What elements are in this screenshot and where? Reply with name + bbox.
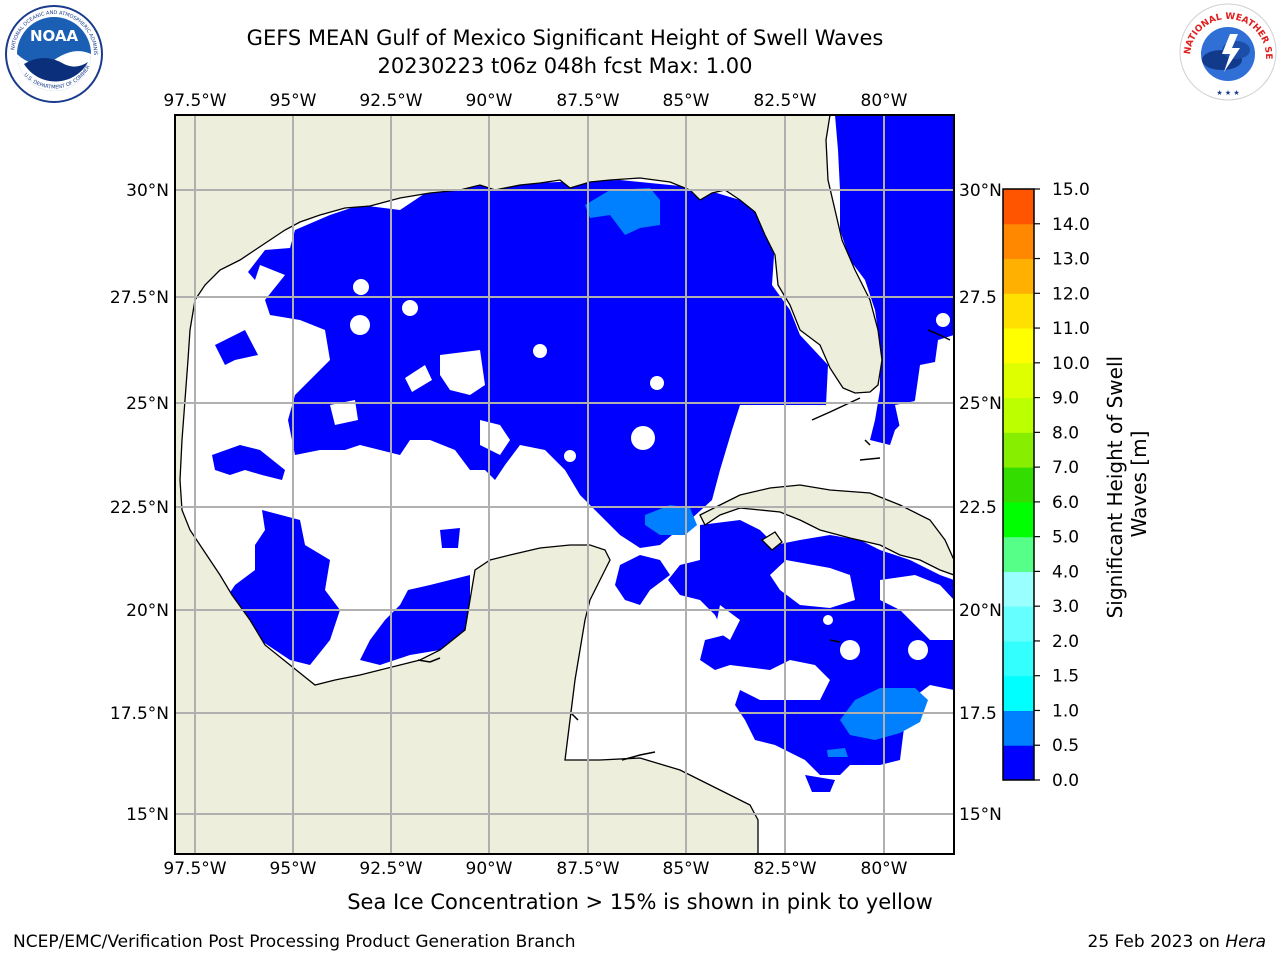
lat-ticks-left: 30°N 27.5°N 25°N 22.5°N 20°N 17.5°N 15°N <box>110 181 169 825</box>
colorbar-tick-label: 1.5 <box>1052 667 1079 687</box>
chart-title: GEFS MEAN Gulf of Mexico Significant Hei… <box>246 26 884 50</box>
colorbar-block <box>1003 258 1034 294</box>
sea-ice-caption: Sea Ice Concentration > 15% is shown in … <box>347 890 933 914</box>
colorbar-frame <box>1002 188 1035 781</box>
lat-tick: 30°N <box>959 181 1002 201</box>
swell-none-patches <box>330 279 954 660</box>
colorbar-block <box>1003 501 1034 538</box>
colorbar-tick-label: 6.0 <box>1052 493 1079 513</box>
lat-tick: 15°N <box>959 805 1002 825</box>
colorbar-tick-label: 0.0 <box>1052 771 1079 791</box>
lon-tick: 95°W <box>270 91 317 111</box>
lon-tick: 90°W <box>466 91 513 111</box>
lat-tick: 15°N <box>126 805 169 825</box>
colorbar-tick-label: 2.0 <box>1052 632 1079 652</box>
colorbar-tick-label: 15.0 <box>1052 180 1090 200</box>
lat-tick: 17.5 <box>959 704 997 724</box>
chart-subtitle: 20230223 t06z 048h fcst Max: 1.00 <box>377 54 753 78</box>
lon-tick: 85°W <box>663 91 710 111</box>
footer-date-text: 25 Feb 2023 on <box>1087 932 1226 952</box>
lat-tick: 20°N <box>126 601 169 621</box>
colorbar-tick-label: 9.0 <box>1052 389 1079 409</box>
colorbar-tick-label: 1.0 <box>1052 701 1079 721</box>
colorbar-tick-label: 12.0 <box>1052 284 1090 304</box>
svg-text:★ ★ ★: ★ ★ ★ <box>1216 89 1239 97</box>
lat-tick: 25°N <box>126 394 169 414</box>
colorbar-block <box>1003 536 1034 572</box>
colorbar-block <box>1003 189 1034 225</box>
colorbar-block <box>1003 675 1034 711</box>
svg-text:NOAA: NOAA <box>30 27 79 45</box>
map-plot-area <box>175 115 954 854</box>
lon-tick: 95°W <box>270 859 317 879</box>
lon-tick: 82.5°W <box>753 91 816 111</box>
lon-tick: 97.5°W <box>163 91 226 111</box>
colorbar-tick-label: 5.0 <box>1052 528 1079 548</box>
colorbar-block <box>1003 432 1034 468</box>
map-gridlines <box>175 115 954 854</box>
colorbar-block <box>1003 362 1034 399</box>
lat-tick: 25°N <box>959 394 1002 414</box>
colorbar-block <box>1003 328 1034 364</box>
lat-tick: 22.5 <box>959 498 997 518</box>
lat-tick: 22.5°N <box>110 498 169 518</box>
colorbar-block <box>1003 467 1034 503</box>
colorbar-ticks: 0.0 0.5 1.0 1.5 2.0 3.0 4.0 5.0 6.0 7.0 8.0 9.0 10.0… <box>1034 180 1090 791</box>
lat-tick: 27.5°N <box>110 288 169 308</box>
colorbar-tick-label: 10.0 <box>1052 354 1090 374</box>
colorbar-block <box>1003 745 1034 781</box>
colorbar-tick-label: 4.0 <box>1052 562 1079 582</box>
colorbar-block <box>1003 606 1034 642</box>
lon-tick: 85°W <box>663 859 710 879</box>
lat-tick: 20°N <box>959 601 1002 621</box>
map-frame <box>174 114 955 855</box>
colorbar-block <box>1003 293 1034 329</box>
colorbar-block <box>1003 640 1034 677</box>
colorbar <box>1003 189 1034 781</box>
colorbar-tick-label: 0.5 <box>1052 736 1079 756</box>
lon-tick: 92.5°W <box>359 91 422 111</box>
lon-tick: 87.5°W <box>556 859 619 879</box>
colorbar-tick-label: 11.0 <box>1052 319 1090 339</box>
colorbar-block <box>1003 397 1034 433</box>
colorbar-block <box>1003 223 1034 260</box>
colorbar-tick-label: 7.0 <box>1052 458 1079 478</box>
lon-ticks-bottom: 97.5°W 95°W 92.5°W 90°W 87.5°W 85°W 82.5… <box>163 859 907 879</box>
colorbar-tick-label: 13.0 <box>1052 250 1090 270</box>
footer-date: 25 Feb 2023 on Hera <box>1088 932 1266 952</box>
colorbar-block <box>1003 710 1034 746</box>
lon-tick: 87.5°W <box>556 91 619 111</box>
lon-tick: 80°W <box>861 91 908 111</box>
lat-tick: 27.5 <box>959 288 997 308</box>
colorbar-block <box>1003 571 1034 607</box>
lon-ticks-top: 97.5°W 95°W 92.5°W 90°W 87.5°W 85°W 82.5… <box>163 91 907 111</box>
footer-host: Hera <box>1225 932 1266 952</box>
lon-tick: 82.5°W <box>753 859 816 879</box>
nws-logo: NATIONAL WEATHER SERVICE ★ ★ ★ <box>1178 2 1277 101</box>
colorbar-tick-label: 8.0 <box>1052 423 1079 443</box>
noaa-logo: NOAA NATIONAL OCEANIC AND ATMOSPHERIC AD… <box>4 4 103 103</box>
colorbar-tick-label: 3.0 <box>1052 597 1079 617</box>
colorbar-tick-label: 14.0 <box>1052 215 1090 235</box>
lat-ticks-right: 30°N 27.5 25°N 22.5 20°N 17.5 15°N <box>959 181 1002 825</box>
colorbar-title: Significant Height of Swell Waves [m] <box>1103 350 1151 619</box>
lat-tick: 17.5°N <box>110 704 169 724</box>
lon-tick: 92.5°W <box>359 859 422 879</box>
lon-tick: 80°W <box>861 859 908 879</box>
lat-tick: 30°N <box>126 181 169 201</box>
lon-tick: 97.5°W <box>163 859 226 879</box>
lon-tick: 90°W <box>466 859 513 879</box>
footer-branch: NCEP/EMC/Verification Post Processing Pr… <box>13 932 576 952</box>
